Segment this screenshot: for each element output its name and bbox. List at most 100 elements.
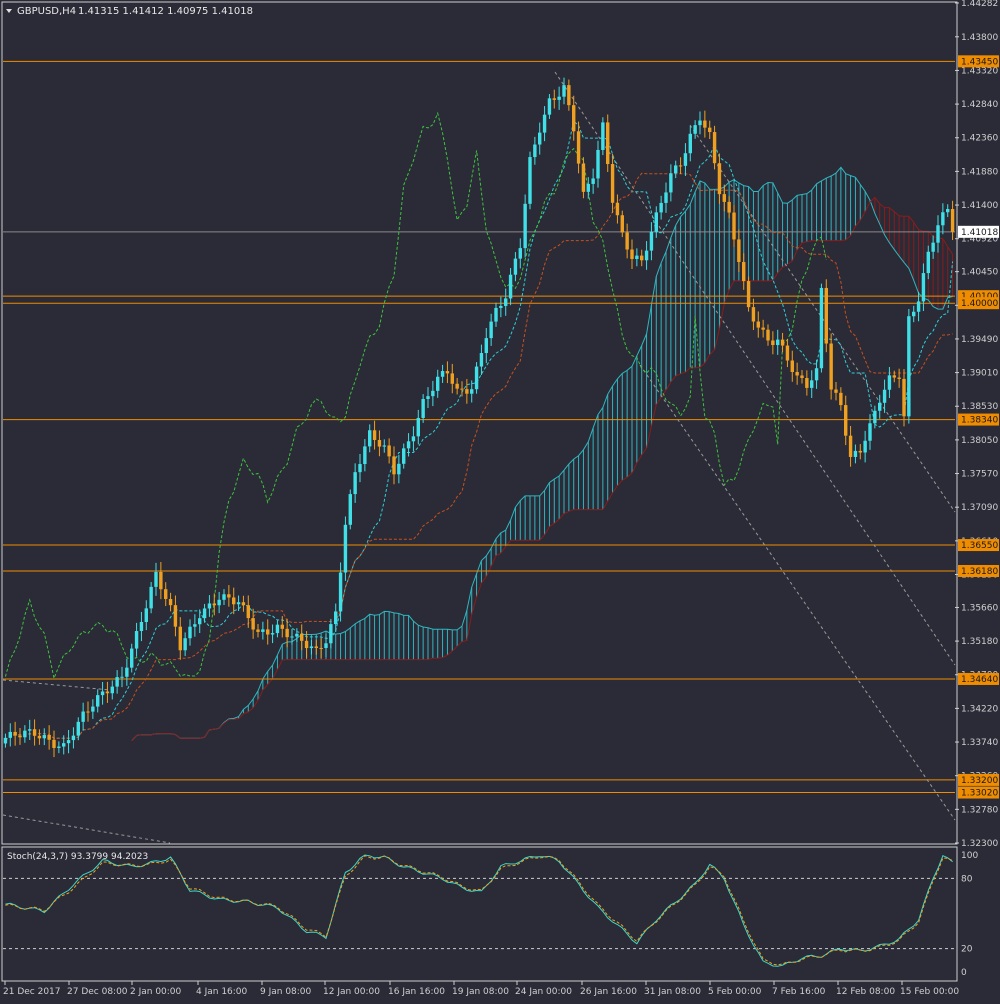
candle-body — [300, 633, 304, 641]
stoch-d-line — [5, 855, 953, 966]
candle-body — [32, 729, 37, 736]
candle-body — [130, 648, 134, 668]
time-tick-label: 12 Feb 08:00 — [836, 987, 895, 997]
candle-body — [149, 586, 153, 609]
candle-body — [139, 622, 144, 632]
candle-body — [887, 375, 892, 390]
level-price-label: 1.33200 — [961, 776, 998, 786]
current-price-label: 1.41018 — [961, 228, 998, 238]
candle-body — [504, 298, 508, 306]
candle-body — [848, 435, 853, 457]
time-tick-label: 26 Jan 16:00 — [580, 987, 637, 997]
trendline-bottom — [2, 814, 171, 844]
candle-body — [601, 122, 605, 150]
time-axis: 21 Dec 2017 27 Dec 08:00 2 Jan 00:00 4 Jan … — [3, 981, 959, 997]
tenkan-sen-line — [5, 120, 954, 741]
candle-body — [824, 287, 828, 344]
candle-body — [236, 602, 241, 605]
candle-body — [275, 624, 280, 634]
level-price-label: 1.40100 — [961, 292, 998, 302]
candle-body — [450, 373, 454, 384]
current-price-tag — [958, 225, 999, 238]
candle-body — [3, 737, 8, 744]
candle-body — [644, 250, 649, 261]
candle-body — [606, 122, 610, 165]
candle-body — [683, 153, 688, 166]
candle-body — [314, 646, 318, 648]
candle-body — [766, 329, 770, 341]
time-tick-label: 24 Jan 00:00 — [515, 987, 572, 997]
price-tick-label: 1.38530 — [961, 402, 998, 412]
candle-body — [290, 636, 294, 638]
candle-body — [47, 735, 51, 740]
candle-body — [8, 731, 12, 738]
candle-body — [100, 691, 105, 696]
candle-body — [295, 633, 299, 637]
candle-body — [368, 430, 372, 447]
candle-body — [897, 377, 901, 379]
candle-body — [795, 372, 799, 376]
candle-body — [343, 524, 348, 573]
candle-body — [892, 375, 896, 378]
candle-body — [416, 417, 420, 437]
candle-body — [946, 209, 950, 213]
candle-body — [844, 405, 848, 436]
candle-body — [761, 327, 765, 330]
candle-body — [533, 144, 537, 158]
stoch-plot-frame — [1, 846, 958, 982]
candle-body — [882, 389, 887, 403]
candle-body — [241, 602, 246, 606]
candle-body — [785, 345, 790, 361]
time-tick-label: 19 Jan 08:00 — [452, 987, 509, 997]
price-tick-label: 1.35660 — [961, 603, 998, 613]
candle-body — [581, 163, 586, 192]
candle-body — [144, 608, 148, 623]
candle-body — [552, 98, 556, 100]
candle-body — [193, 624, 197, 627]
candle-body — [168, 598, 173, 606]
candle-body — [71, 735, 76, 741]
candle-body — [421, 399, 425, 418]
candle-body — [649, 231, 654, 251]
price-tick-label: 1.40920 — [961, 235, 998, 245]
time-tick-label: 4 Jan 16:00 — [196, 987, 248, 997]
candle-body — [319, 647, 323, 649]
candle-body — [494, 307, 498, 322]
candle-body — [625, 232, 629, 250]
price-tick-label: 1.43800 — [961, 33, 998, 43]
candle-body — [115, 677, 119, 687]
price-tick-label: 1.39010 — [961, 369, 998, 379]
candle-body — [382, 445, 386, 447]
level-price-label: 1.34640 — [961, 675, 998, 685]
candle-body — [538, 132, 542, 145]
stochastic-panel: 100 80 20 0 — [3, 851, 978, 978]
level-price-label: 1.36550 — [961, 541, 998, 551]
candle-body — [110, 686, 114, 694]
candle-body — [251, 618, 255, 630]
candle-body — [751, 307, 756, 322]
candle-body — [270, 633, 275, 635]
candle-body — [353, 472, 357, 495]
candle-body — [693, 125, 697, 134]
candle-body — [125, 667, 129, 677]
trendline-main — [554, 71, 956, 666]
candle-body — [508, 274, 513, 299]
price-tick-label: 1.41880 — [961, 167, 998, 177]
candle-body — [358, 464, 362, 473]
candle-body — [66, 740, 71, 744]
candle-body — [13, 731, 17, 736]
candle-body — [805, 378, 809, 388]
candle-body — [154, 571, 158, 587]
candle-body — [426, 396, 430, 400]
level-price-label: 1.43450 — [961, 57, 998, 67]
candle-body — [120, 676, 124, 678]
candle-body — [926, 251, 930, 274]
candle-body — [440, 371, 445, 377]
level-price-tag — [958, 539, 999, 552]
candle-body — [363, 446, 367, 465]
candle-body — [907, 316, 911, 417]
collapse-triangle-icon[interactable] — [6, 9, 12, 13]
